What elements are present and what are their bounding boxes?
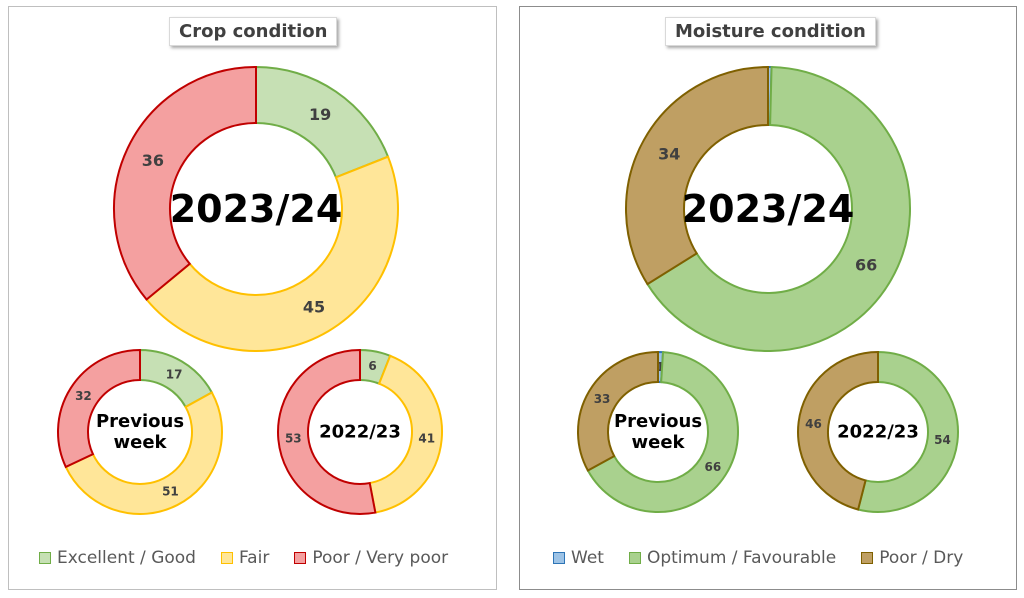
legend-item-fair: Fair xyxy=(220,548,270,568)
slice-2023-24-fair xyxy=(145,155,399,352)
legend-swatch xyxy=(294,552,307,564)
crop-legend: Excellent / Good Fair Poor / Very poor xyxy=(39,548,473,568)
data-label-2022-23-poor-dry: 46 xyxy=(805,417,822,431)
crop-condition-panel: Crop condition 19 45 36 2023/24 17 51 32 Previo… xyxy=(8,6,497,590)
legend-item-poor-dry: Poor / Dry xyxy=(861,548,963,568)
legend-label: Optimum / Favourable xyxy=(646,548,837,568)
legend-label: Excellent / Good xyxy=(57,548,196,568)
slice-previous-week-poor-dry xyxy=(577,350,659,472)
legend-swatch xyxy=(553,552,565,564)
slice-previous-week-fair xyxy=(64,391,223,515)
legend-swatch xyxy=(39,552,51,564)
slice-2023-24-poor-dry xyxy=(625,65,769,286)
slice-2023-24-optimum-favourable xyxy=(646,66,911,352)
legend-swatch xyxy=(861,552,874,564)
center-label-2022-23: 2022/23 xyxy=(319,422,401,443)
legend-item-poor-very-poor: Poor / Very poor xyxy=(294,548,448,568)
data-label-previous-week-poor-very-poor: 32 xyxy=(75,389,92,403)
slice-previous-week-poor-very-poor xyxy=(57,348,141,469)
data-label-2023-24-excellent-good: 19 xyxy=(309,105,331,124)
data-label-previous-week-wet: 1 xyxy=(656,360,664,374)
crop-condition-chart: 19 45 36 2023/24 17 51 32 Previous week 6 41 53 2022… xyxy=(57,65,443,515)
legend-item-wet: Wet xyxy=(553,548,604,568)
moisture-chart-title: Moisture condition xyxy=(665,17,876,46)
crop-chart-title: Crop condition xyxy=(169,17,338,46)
legend-label: Wet xyxy=(571,548,604,568)
center-label-2023-24: 2023/24 xyxy=(170,187,343,231)
slice-previous-week-optimum-favourable xyxy=(586,351,739,513)
center-label-2022-23: 2022/23 xyxy=(837,422,919,443)
data-label-previous-week-excellent-good: 17 xyxy=(166,367,183,381)
center-label-2023-24: 2023/24 xyxy=(682,187,855,231)
data-label-2022-23-fair: 41 xyxy=(418,431,435,445)
legend-swatch xyxy=(220,552,233,564)
data-label-2022-23-optimum-favourable: 54 xyxy=(934,433,951,447)
slice-2022-23-poor-dry xyxy=(797,350,879,511)
moisture-condition-panel: Moisture condition 66 34 2023/24 1 66 33 Previ… xyxy=(519,6,1017,590)
legend-label: Poor / Very poor xyxy=(312,548,449,568)
slice-2023-24-poor-very-poor xyxy=(113,65,257,301)
moisture-legend: Wet Optimum / Favourable Poor / Dry xyxy=(553,548,988,568)
data-label-2023-24-poor-dry: 34 xyxy=(658,145,680,164)
data-label-previous-week-poor-dry: 33 xyxy=(594,392,611,406)
center-label-previous-week: Previous week xyxy=(96,411,184,453)
legend-item-optimum-favourable: Optimum / Favourable xyxy=(628,548,837,568)
slice-2022-23-fair xyxy=(368,354,443,514)
legend-label: Fair xyxy=(238,548,270,568)
data-label-2022-23-poor-very-poor: 53 xyxy=(285,431,302,445)
legend-item-excellent-good: Excellent / Good xyxy=(39,548,196,568)
legend-label: Poor / Dry xyxy=(879,548,964,568)
data-label-2022-23-excellent-good: 6 xyxy=(368,359,376,373)
data-label-2023-24-optimum-favourable: 66 xyxy=(855,256,877,275)
data-label-previous-week-fair: 51 xyxy=(162,485,179,499)
slice-2022-23-poor-very-poor xyxy=(277,348,377,515)
data-label-previous-week-optimum-favourable: 66 xyxy=(705,460,722,474)
center-label-previous-week: Previous week xyxy=(614,411,702,453)
legend-swatch xyxy=(628,552,641,564)
data-label-2023-24-fair: 45 xyxy=(303,298,325,317)
slice-2022-23-optimum-favourable xyxy=(856,350,959,513)
data-label-2023-24-poor-very-poor: 36 xyxy=(142,151,164,170)
